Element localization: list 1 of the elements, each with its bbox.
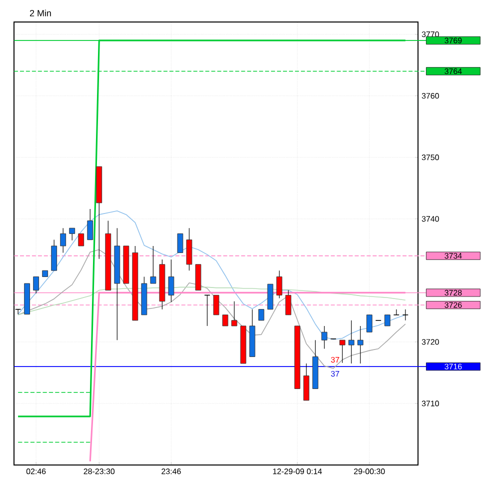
chart-title: 2 Min (30, 10, 51, 16)
